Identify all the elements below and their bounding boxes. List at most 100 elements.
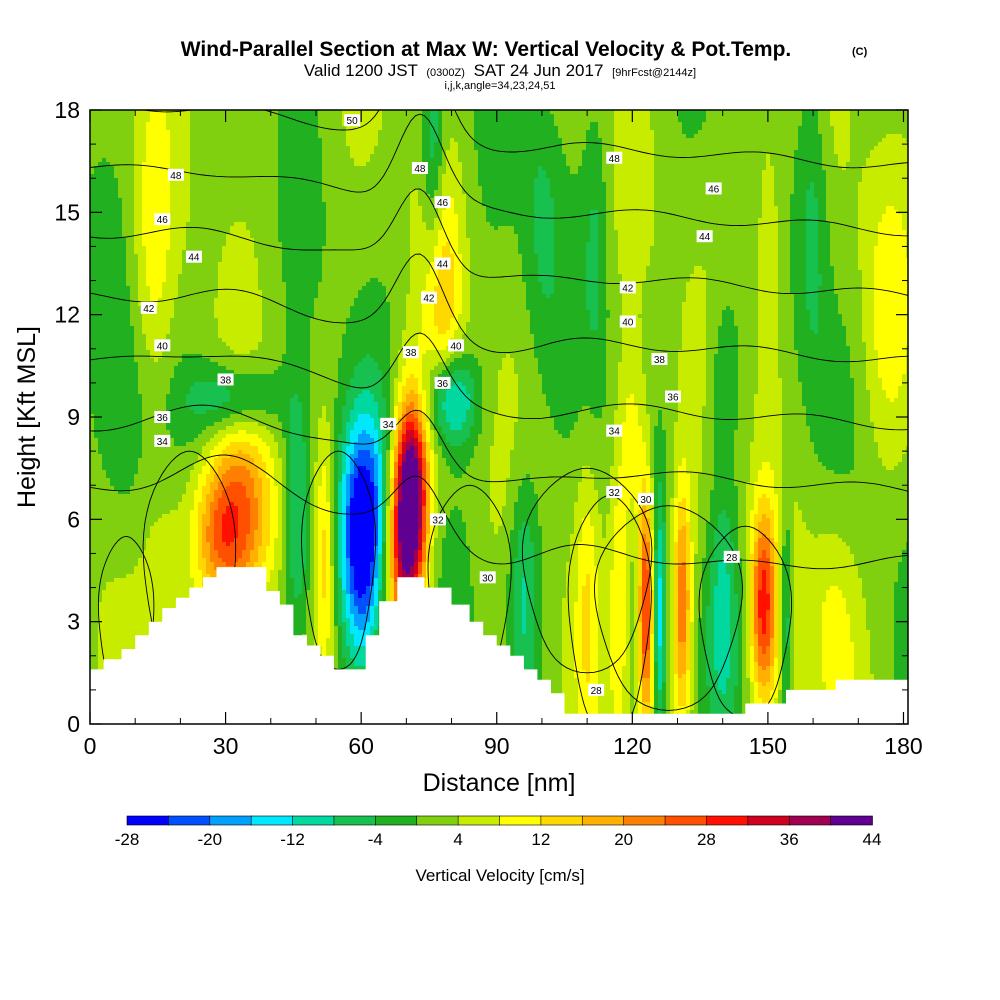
w-cell bbox=[806, 130, 811, 135]
w-cell bbox=[570, 146, 575, 151]
w-cell bbox=[114, 202, 119, 207]
w-cell bbox=[366, 194, 371, 199]
w-cell bbox=[106, 146, 111, 151]
w-cell bbox=[482, 178, 487, 183]
w-cell bbox=[762, 202, 767, 207]
w-cell bbox=[890, 166, 895, 171]
w-cell bbox=[254, 118, 259, 123]
w-cell bbox=[842, 142, 847, 147]
w-cell bbox=[166, 182, 171, 187]
w-cell bbox=[738, 138, 743, 143]
w-cell bbox=[434, 158, 439, 163]
w-cell bbox=[254, 190, 259, 195]
w-cell bbox=[674, 186, 679, 191]
w-cell bbox=[582, 154, 587, 159]
w-cell bbox=[158, 134, 163, 139]
w-cell bbox=[142, 126, 147, 131]
w-cell bbox=[638, 118, 643, 123]
w-cell bbox=[610, 138, 615, 143]
w-cell bbox=[654, 138, 659, 143]
w-cell bbox=[218, 154, 223, 159]
w-cell bbox=[310, 134, 315, 139]
w-cell bbox=[146, 194, 151, 199]
w-cell bbox=[290, 170, 295, 175]
w-cell bbox=[442, 114, 447, 119]
w-cell bbox=[250, 178, 255, 183]
w-cell bbox=[110, 186, 115, 191]
w-cell bbox=[526, 198, 531, 203]
w-cell bbox=[454, 118, 459, 123]
w-cell bbox=[370, 122, 375, 127]
w-cell bbox=[330, 146, 335, 151]
w-cell bbox=[642, 170, 647, 175]
w-cell bbox=[818, 166, 823, 171]
w-cell bbox=[230, 198, 235, 203]
w-cell bbox=[110, 114, 115, 119]
w-cell bbox=[470, 118, 475, 123]
w-cell bbox=[854, 118, 859, 123]
w-cell bbox=[586, 150, 591, 155]
w-cell bbox=[198, 178, 203, 183]
w-cell bbox=[246, 178, 251, 183]
w-cell bbox=[454, 198, 459, 203]
w-cell bbox=[362, 118, 367, 123]
w-cell bbox=[458, 166, 463, 171]
w-cell bbox=[482, 198, 487, 203]
w-cell bbox=[502, 186, 507, 191]
w-cell bbox=[526, 154, 531, 159]
w-cell bbox=[266, 142, 271, 147]
w-cell bbox=[742, 134, 747, 139]
w-cell bbox=[758, 170, 763, 175]
w-cell bbox=[446, 126, 451, 131]
w-cell bbox=[890, 182, 895, 187]
w-cell bbox=[694, 174, 699, 179]
w-cell bbox=[754, 170, 759, 175]
w-cell bbox=[886, 198, 891, 203]
w-cell bbox=[306, 170, 311, 175]
w-cell bbox=[98, 154, 103, 159]
w-cell bbox=[138, 150, 143, 155]
w-cell bbox=[126, 202, 131, 207]
w-cell bbox=[202, 170, 207, 175]
w-cell bbox=[762, 114, 767, 119]
w-cell bbox=[474, 166, 479, 171]
w-cell bbox=[710, 202, 715, 207]
w-cell bbox=[134, 130, 139, 135]
w-cell bbox=[178, 190, 183, 195]
w-cell bbox=[674, 158, 679, 163]
w-cell bbox=[602, 186, 607, 191]
w-cell bbox=[778, 166, 783, 171]
w-cell bbox=[558, 178, 563, 183]
w-cell bbox=[866, 190, 871, 195]
w-cell bbox=[270, 150, 275, 155]
w-cell bbox=[278, 130, 283, 135]
w-cell bbox=[390, 150, 395, 155]
w-cell bbox=[546, 134, 551, 139]
w-cell bbox=[818, 146, 823, 151]
w-cell bbox=[170, 182, 175, 187]
w-cell bbox=[258, 122, 263, 127]
w-cell bbox=[742, 126, 747, 131]
w-cell bbox=[486, 162, 491, 167]
w-cell bbox=[170, 206, 175, 211]
w-cell bbox=[366, 174, 371, 179]
w-cell bbox=[350, 206, 355, 211]
w-cell bbox=[330, 158, 335, 163]
w-cell bbox=[426, 150, 431, 155]
w-cell bbox=[626, 138, 631, 143]
w-cell bbox=[270, 146, 275, 151]
w-cell bbox=[654, 118, 659, 123]
w-cell bbox=[478, 170, 483, 175]
w-cell bbox=[774, 126, 779, 131]
w-cell bbox=[594, 126, 599, 131]
w-cell bbox=[226, 138, 231, 143]
w-cell bbox=[566, 162, 571, 167]
w-cell bbox=[690, 178, 695, 183]
w-cell bbox=[350, 198, 355, 203]
w-cell bbox=[726, 154, 731, 159]
w-cell bbox=[406, 158, 411, 163]
w-cell bbox=[654, 146, 659, 151]
w-cell bbox=[430, 174, 435, 179]
w-cell bbox=[766, 190, 771, 195]
w-cell bbox=[694, 166, 699, 171]
